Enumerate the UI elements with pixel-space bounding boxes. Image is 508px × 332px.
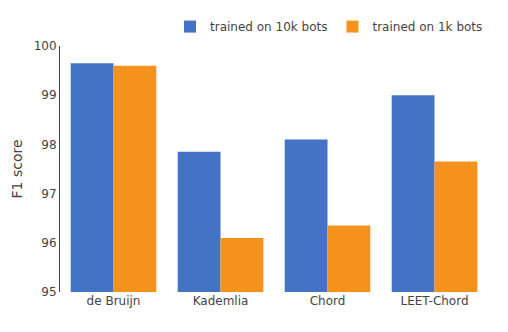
svg-text:Chord: Chord (310, 294, 346, 308)
svg-text:100: 100 (34, 39, 57, 53)
svg-text:LEET-Chord: LEET-Chord (400, 294, 468, 308)
svg-text:Kademlia: Kademlia (193, 294, 249, 308)
svg-text:95: 95 (41, 285, 56, 299)
svg-text:trained on 1k bots: trained on 1k bots (372, 20, 482, 34)
svg-text:98: 98 (41, 138, 56, 152)
svg-text:trained on 10k bots: trained on 10k bots (210, 20, 327, 34)
svg-text:de Bruijn: de Bruijn (87, 294, 141, 308)
svg-text:99: 99 (41, 88, 56, 102)
svg-text:96: 96 (41, 236, 56, 250)
svg-text:F1 score: F1 score (9, 139, 25, 198)
svg-text:97: 97 (41, 187, 56, 201)
